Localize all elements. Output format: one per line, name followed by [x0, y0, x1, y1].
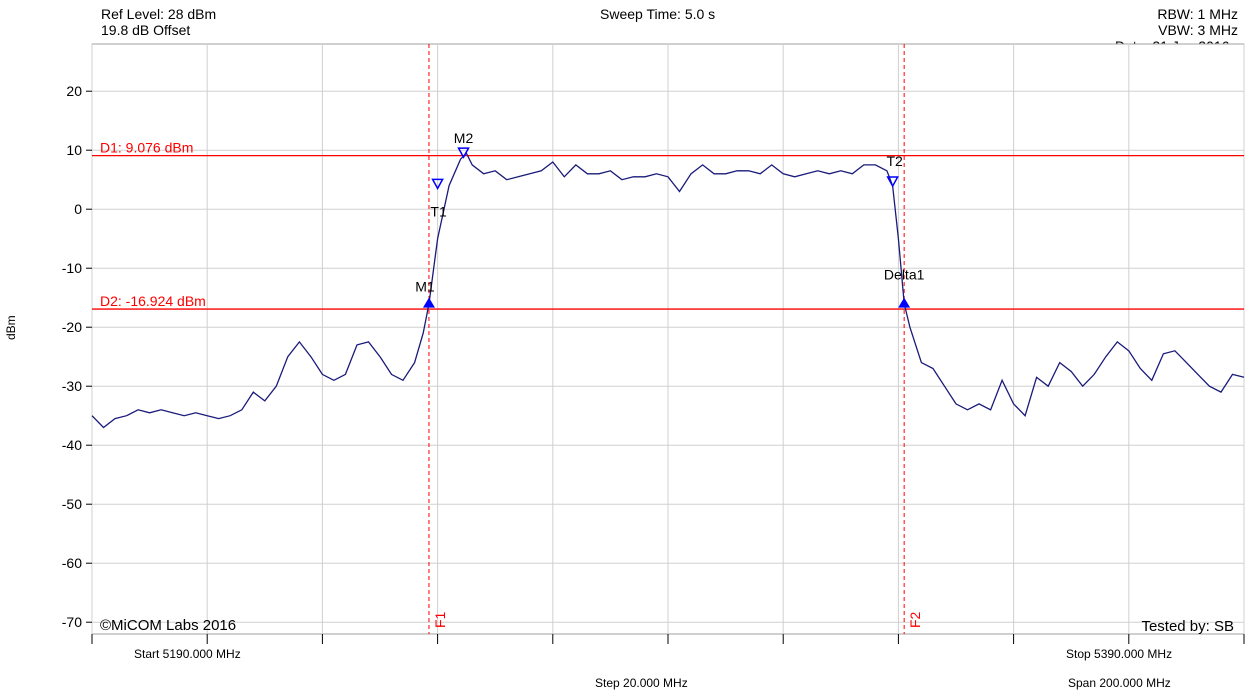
- marker-t1: [431, 178, 444, 190]
- y-tick-label: -20: [62, 319, 82, 335]
- marker-m1: [422, 297, 435, 308]
- limit-lines: D1: 9.076 dBm D2: -16.924 dBm F1 F2: [92, 44, 1244, 634]
- spectrum-trace: [91, 152, 1245, 429]
- marker-label-t2: T2: [886, 153, 903, 169]
- y-tick-label: 10: [66, 142, 82, 158]
- y-tick-label: 0: [74, 201, 82, 217]
- start-frequency: Start 5190.000 MHz: [134, 647, 241, 661]
- sweep-time: Sweep Time: 5.0 s: [600, 6, 716, 22]
- y-tick-label: -50: [62, 496, 82, 512]
- marker-m2: [457, 147, 470, 159]
- stop-frequency: Stop 5390.000 MHz: [1066, 647, 1173, 661]
- trace-layer: [91, 152, 1245, 429]
- rbw: RBW: 1 MHz: [1157, 6, 1238, 22]
- limit-label-d1: D1: 9.076 dBm: [100, 140, 193, 156]
- freq-label-f2: F2: [907, 611, 923, 628]
- y-tick-label: -70: [62, 614, 82, 630]
- y-tick-label: -30: [62, 378, 82, 394]
- y-tick-label: -40: [62, 437, 82, 453]
- freq-label-f1: F1: [432, 611, 448, 628]
- limit-label-d2: D2: -16.924 dBm: [100, 293, 206, 309]
- ref-level: Ref Level: 28 dBm: [101, 6, 217, 22]
- copyright: ©MiCOM Labs 2016: [100, 617, 236, 634]
- vbw: VBW: 3 MHz: [1158, 22, 1238, 38]
- span-frequency: Span 200.000 MHz: [1068, 676, 1171, 690]
- step-frequency: Step 20.000 MHz: [595, 676, 688, 690]
- offset: 19.8 dB Offset: [101, 22, 191, 38]
- marker-label-m2: M2: [454, 130, 474, 146]
- marker-t2: [886, 176, 899, 188]
- header-left: Ref Level: 28 dBm 19.8 dB Offset: [101, 6, 216, 38]
- y-tick-label: -60: [62, 555, 82, 571]
- marker-label-m1: M1: [415, 279, 435, 295]
- marker-delta1: [898, 297, 911, 308]
- markers-layer: M1 M2 T1 T2 Delta1: [415, 130, 925, 308]
- grid: [91, 44, 1245, 634]
- marker-label-t1: T1: [430, 203, 447, 219]
- marker-label-delta1: Delta1: [884, 267, 925, 283]
- tested-by: Tested by: SB: [1141, 618, 1234, 635]
- y-tick-label: -10: [62, 260, 82, 276]
- axes: 20 10 0 -10 -20 -30 -40 -50 -60 -70: [62, 83, 1245, 644]
- y-tick-label: 20: [66, 83, 82, 99]
